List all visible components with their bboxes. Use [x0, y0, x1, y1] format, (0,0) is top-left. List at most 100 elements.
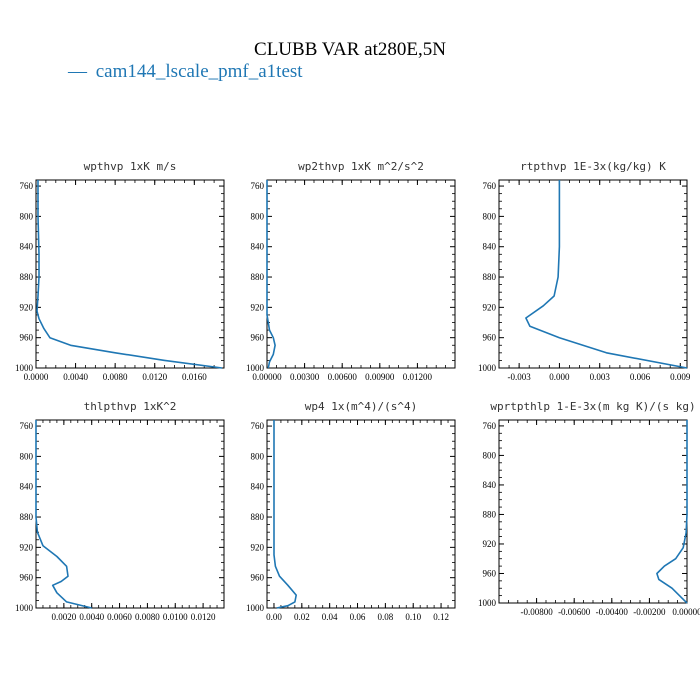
x-tick-label: 0.0040 [79, 612, 104, 622]
y-tick-label: 1000 [15, 603, 34, 613]
x-tick-label: 0.08 [377, 612, 393, 622]
x-tick-label: 0.0000 [24, 372, 49, 382]
x-tick-label: 0.0120 [142, 372, 167, 382]
figure-title: CLUBB VAR at280E,5N [254, 39, 446, 60]
legend-label: cam144_lscale_pmf_a1test [96, 61, 304, 82]
x-tick-label: 0.0060 [107, 612, 132, 622]
x-tick-label: 0.003 [590, 372, 611, 382]
y-tick-label: 880 [251, 272, 265, 282]
x-tick-label: 0.000 [549, 372, 570, 382]
series-line [525, 180, 688, 369]
panel-title: wpthvp 1xK m/s [84, 160, 177, 173]
series-line [35, 420, 92, 609]
y-tick-label: 960 [251, 333, 265, 343]
y-tick-label: 800 [483, 211, 497, 221]
y-tick-label: 840 [483, 480, 497, 490]
y-tick-label: 760 [251, 181, 265, 191]
x-tick-label: 0.01200 [403, 372, 433, 382]
y-tick-label: 920 [20, 542, 34, 552]
y-tick-label: 960 [483, 568, 497, 578]
y-tick-label: 960 [251, 573, 265, 583]
panel-title: wp2thvp 1xK m^2/s^2 [298, 160, 424, 173]
y-tick-label: 840 [251, 242, 265, 252]
plot-frame [35, 179, 225, 369]
y-tick-label: 880 [20, 272, 34, 282]
y-tick-label: 760 [251, 421, 265, 431]
x-tick-label: 0.00300 [290, 372, 320, 382]
x-tick-label: -0.00800 [520, 607, 553, 617]
panel-3: rtpthvp 1E-3x(kg/kg) K 760 800 840 880 920 960… [478, 160, 691, 382]
panel-5: wp4 1x(m^4)/(s^4)76080084088092096010000… [246, 400, 456, 622]
panel-1: wpthvp 1xK m/s76080084088092096010000.00… [15, 160, 225, 382]
x-tick-label: 0.10 [405, 612, 421, 622]
y-tick-label: 840 [20, 482, 34, 492]
legend: — cam144_lscale_pmf_a1test [67, 61, 303, 82]
panel-title: thlpthvp 1xK^2 [84, 400, 177, 413]
y-tick-label: 880 [483, 272, 497, 282]
x-tick-label: 0.00000 [252, 372, 282, 382]
y-tick-label: 800 [20, 211, 34, 221]
y-tick-label: 880 [20, 512, 34, 522]
y-tick-label: 920 [483, 539, 497, 549]
plot-frame [498, 179, 688, 369]
y-tick-label: 760 [20, 181, 34, 191]
x-tick-label: 0.0160 [182, 372, 207, 382]
plot-frame [266, 419, 456, 609]
y-tick-label: 800 [251, 211, 265, 221]
x-tick-label: 0.02 [294, 612, 310, 622]
x-tick-label: 0.006 [630, 372, 651, 382]
y-tick-label: 840 [483, 242, 497, 252]
y-tick-label: 1000 [478, 363, 497, 373]
x-tick-label: 0.00600 [328, 372, 358, 382]
y-tick-label: 880 [483, 509, 497, 519]
y-tick-label: 800 [483, 450, 497, 460]
x-tick-label: -0.00200 [633, 607, 666, 617]
series-line [36, 180, 223, 369]
x-tick-label: 0.04 [322, 612, 338, 622]
y-tick-label: 880 [251, 512, 265, 522]
x-tick-label: 0.0020 [51, 612, 76, 622]
y-tick-label: 920 [20, 302, 34, 312]
x-tick-label: -0.00400 [596, 607, 629, 617]
y-tick-label: 920 [483, 302, 497, 312]
legend-marker: — [67, 61, 88, 82]
y-tick-label: 840 [20, 242, 34, 252]
y-tick-label: 920 [251, 302, 265, 312]
panel-title: wp4 1x(m^4)/(s^4) [305, 400, 418, 413]
series-line [273, 420, 298, 609]
x-tick-label: 0.0100 [163, 612, 188, 622]
panels: wpthvp 1xK m/s76080084088092096010000.00… [15, 160, 700, 622]
panel-6: wprtpthlp 1-E-3x(m kg K)/(s kg) 760 800 840… [478, 400, 700, 617]
panel-title: rtpthvp 1E-3x(kg/kg) K [520, 160, 666, 173]
y-tick-label: 1000 [15, 363, 34, 373]
panel-4: thlpthvp 1xK^2 760 800 840 880 920 960 1000 0.00… [15, 400, 225, 622]
y-tick-label: 1000 [478, 598, 497, 608]
series-line [656, 420, 688, 604]
y-tick-label: 960 [483, 333, 497, 343]
x-tick-label: 0.009 [670, 372, 691, 382]
legend-entry: — cam144_lscale_pmf_a1test [67, 61, 303, 82]
plot-frame [498, 419, 688, 604]
x-tick-label: -0.003 [508, 372, 532, 382]
x-tick-label: 0.12 [433, 612, 449, 622]
y-tick-label: 1000 [246, 363, 265, 373]
y-tick-label: 960 [20, 333, 34, 343]
y-tick-label: 960 [20, 573, 34, 583]
x-tick-label: 0.0080 [135, 612, 160, 622]
x-tick-label: 0.00 [266, 612, 282, 622]
y-tick-label: 760 [483, 421, 497, 431]
x-tick-label: 0.0040 [63, 372, 88, 382]
y-tick-label: 760 [483, 181, 497, 191]
x-tick-label: 0.0120 [191, 612, 216, 622]
series-line [266, 180, 276, 369]
x-tick-label: 0.00000 [672, 607, 700, 617]
y-tick-label: 920 [251, 542, 265, 552]
y-tick-label: 1000 [246, 603, 265, 613]
x-tick-label: 0.06 [350, 612, 366, 622]
x-tick-label: -0.00600 [558, 607, 591, 617]
y-tick-label: 800 [20, 451, 34, 461]
panel-2: wp2thvp 1xK m^2/s^2 760 800 840 880 920 960 100… [246, 160, 456, 382]
y-tick-label: 800 [251, 451, 265, 461]
plot-frame [266, 179, 456, 369]
